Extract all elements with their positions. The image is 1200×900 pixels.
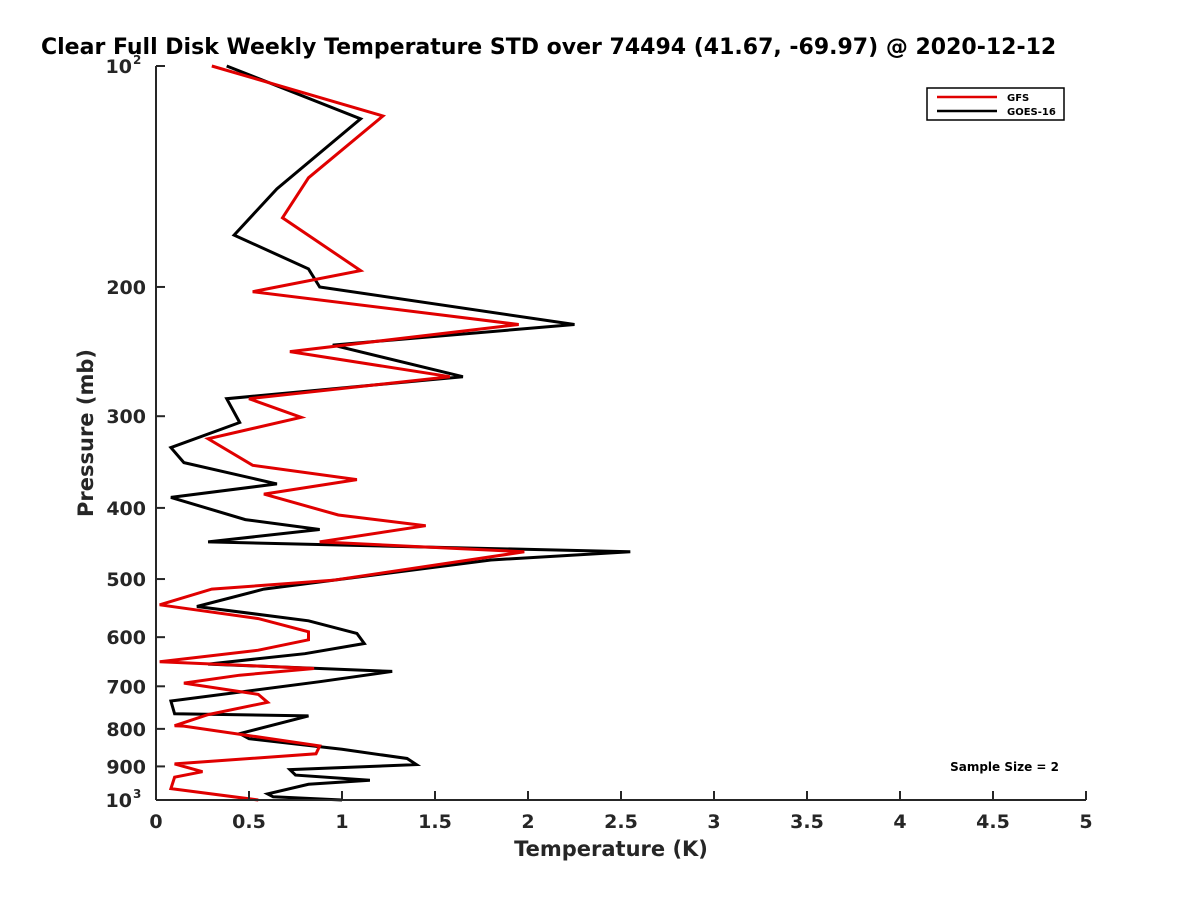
y-tick-label: 10 [106,56,132,78]
legend-box [926,87,1065,121]
series-line-goes-16 [168,64,631,802]
x-tick-label: 0.5 [232,811,266,833]
x-tick-label: 0 [149,811,162,833]
sample-size-annotation: Sample Size = 2 [950,760,1059,774]
x-tick-label: 2.5 [604,811,638,833]
x-tick-label: 5 [1079,811,1092,833]
y-tick-label: 200 [106,277,146,299]
y-tick-label: 10 [106,790,132,812]
x-tick-label: 2 [521,811,534,833]
y-tick-exponent: 2 [133,53,141,67]
x-tick-label: 4.5 [976,811,1010,833]
y-tick-label: 900 [106,756,146,778]
x-tick-label: 4 [893,811,906,833]
chart-title: Clear Full Disk Weekly Temperature STD o… [41,35,1056,60]
legend-label: GFS [1007,93,1029,104]
y-tick-label: 500 [106,569,146,591]
y-tick-label: 300 [106,406,146,428]
x-tick-label: 1 [335,811,348,833]
y-tick-label: 800 [106,719,146,741]
y-tick-label: 400 [106,498,146,520]
x-tick-label: 1.5 [418,811,452,833]
legend-label: GOES-16 [1007,107,1056,118]
y-tick-exponent: 3 [133,787,141,801]
x-tick-label: 3 [707,811,720,833]
series-line-gfs [159,64,525,802]
legend: GFS GOES-16 [926,87,1065,121]
y-axis-label: Pressure (mb) [74,349,98,517]
y-tick-label: 700 [106,676,146,698]
x-axis-label: Temperature (K) [514,837,708,861]
x-tick-label: 3.5 [790,811,824,833]
y-tick-label: 600 [106,627,146,649]
